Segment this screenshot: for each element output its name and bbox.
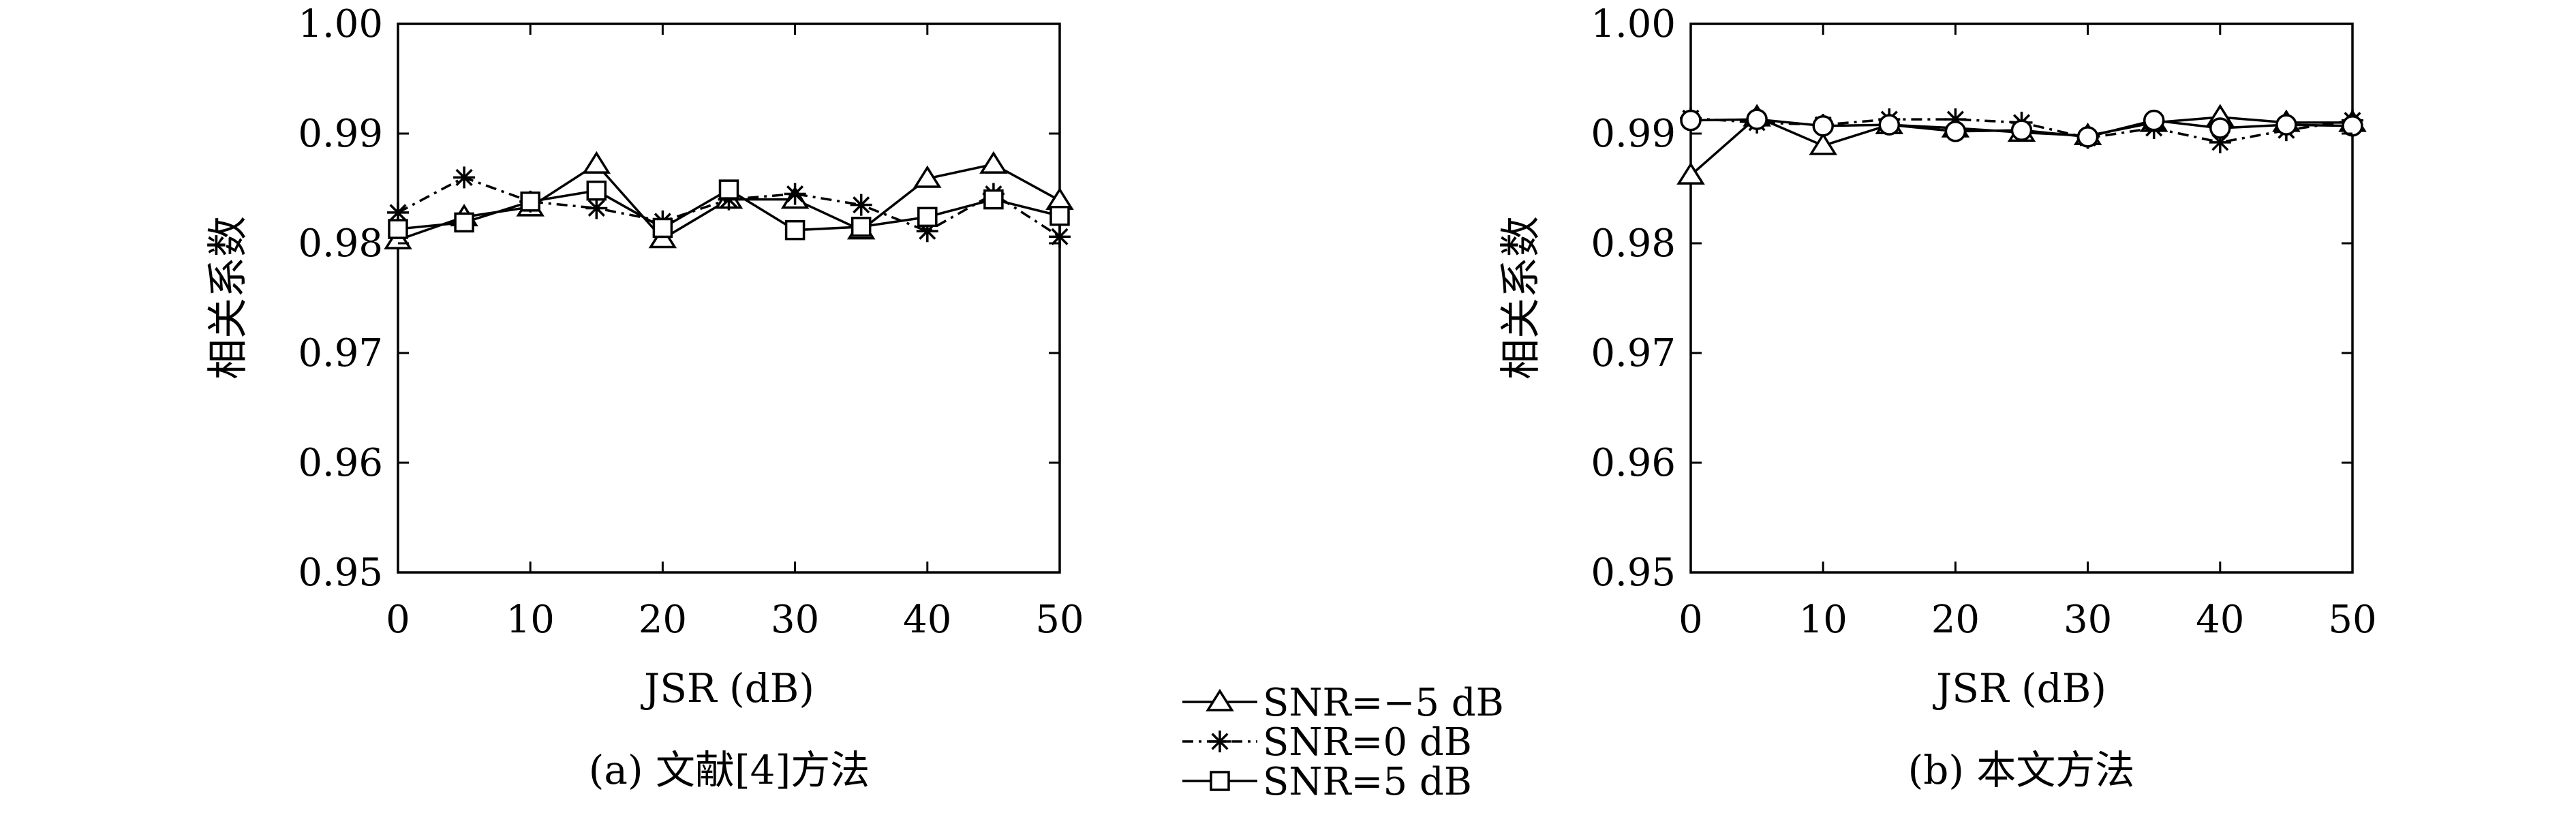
legend-label: SNR=5 dB xyxy=(1263,760,1472,804)
x-tick-label: 30 xyxy=(771,598,819,642)
series-1-point xyxy=(585,197,608,219)
panel-a: 0.95 0.96 0.97 0.98 0.99 1.00 0 10 20 30 40 50 相关系数… xyxy=(204,2,1084,793)
x-tick-label: 0 xyxy=(386,598,410,642)
y-tick-label: 0.98 xyxy=(1591,221,1676,266)
x-tick-label: 0 xyxy=(1678,598,1703,642)
series-2-point xyxy=(2010,119,2033,141)
y-axis-label: 相关系数 xyxy=(204,216,252,380)
axis-ticks xyxy=(1689,22,2354,574)
series-1-point xyxy=(784,183,806,205)
y-tick-label: 0.98 xyxy=(298,221,383,266)
series-2-point xyxy=(917,206,938,228)
series-2-point xyxy=(1680,109,1702,132)
series-2-point xyxy=(652,217,673,239)
series-1-point xyxy=(387,201,409,224)
x-axis-label: JSR (dB) xyxy=(641,665,814,711)
series-2-point xyxy=(1812,114,1834,137)
series-2-point xyxy=(1944,121,1967,142)
panel-caption: (a) 文献[4]方法 xyxy=(589,747,870,793)
x-tick-label: 50 xyxy=(2328,598,2376,642)
series-2-point xyxy=(2342,114,2363,137)
y-tick-label: 0.95 xyxy=(298,551,383,595)
y-tick-label: 0.99 xyxy=(1591,112,1676,156)
x-tick-label: 30 xyxy=(2064,598,2112,642)
legend-marker xyxy=(1206,688,1234,711)
series-0-point xyxy=(1809,132,1837,155)
series-0-point xyxy=(979,151,1008,174)
series-marks xyxy=(384,151,1074,249)
series-2-point xyxy=(784,219,806,241)
y-tick-label: 1.00 xyxy=(298,2,383,46)
x-tick-label: 10 xyxy=(506,598,555,642)
y-tick-label: 0.97 xyxy=(1591,331,1676,375)
series-2-point xyxy=(2275,114,2297,136)
series-1-point xyxy=(453,166,476,189)
axis-ticks xyxy=(397,22,1061,574)
x-tick-label: 50 xyxy=(1035,598,1084,642)
x-tick-label: 10 xyxy=(1799,598,1847,642)
series-2-point xyxy=(1746,108,1768,130)
series-0-point xyxy=(582,151,611,174)
series-0-point xyxy=(913,165,942,188)
legend-marker xyxy=(1209,731,1231,752)
series-1-point xyxy=(1049,226,1071,248)
x-tick-label: 20 xyxy=(639,598,687,642)
series-2-point xyxy=(454,212,474,233)
tick-labels: 0.95 0.96 0.97 0.98 0.99 1.00 0 10 20 30 40 50 xyxy=(1591,2,2376,642)
legend-label: SNR=0 dB xyxy=(1263,720,1472,765)
series-2-point xyxy=(850,217,872,237)
series-2-point xyxy=(520,191,540,212)
y-tick-label: 0.97 xyxy=(298,331,383,375)
plot-frame xyxy=(397,22,1061,574)
series-2-point xyxy=(2076,126,2099,148)
series-2-point xyxy=(718,179,739,200)
series-1-point xyxy=(850,194,872,216)
y-tick-label: 0.95 xyxy=(1591,551,1676,595)
y-tick-label: 0.99 xyxy=(298,112,383,156)
y-axis-label: 相关系数 xyxy=(1497,216,1545,380)
x-tick-label: 20 xyxy=(1931,598,1980,642)
series-2-point xyxy=(586,180,607,201)
x-axis-label: JSR (dB) xyxy=(1933,665,2106,711)
legend-label: SNR=−5 dB xyxy=(1263,681,1504,725)
series-2-point xyxy=(2143,109,2165,132)
series-2-point xyxy=(983,189,1004,210)
y-tick-label: 0.96 xyxy=(1591,441,1676,485)
series-2-point xyxy=(388,219,408,239)
series-marks xyxy=(1676,104,2367,185)
panel-b: 0.95 0.96 0.97 0.98 0.99 1.00 0 10 20 30 40 50 相关系数… xyxy=(1497,2,2377,793)
y-tick-label: 1.00 xyxy=(1591,2,1676,46)
legend-marker xyxy=(1210,771,1230,791)
plot-frame xyxy=(1689,22,2354,574)
y-tick-label: 0.96 xyxy=(298,441,383,485)
series-0-point xyxy=(1676,162,1705,185)
panel-caption: (b) 本文方法 xyxy=(1908,747,2135,793)
series-2-point xyxy=(1049,206,1070,226)
x-tick-label: 40 xyxy=(903,598,951,642)
series-2-point xyxy=(1878,114,1901,136)
x-tick-label: 40 xyxy=(2196,598,2244,642)
series-2-point xyxy=(2209,117,2231,139)
tick-labels: 0.95 0.96 0.97 0.98 0.99 1.00 0 10 20 30 40 50 xyxy=(298,2,1084,642)
series-line-1 xyxy=(1690,117,2353,144)
